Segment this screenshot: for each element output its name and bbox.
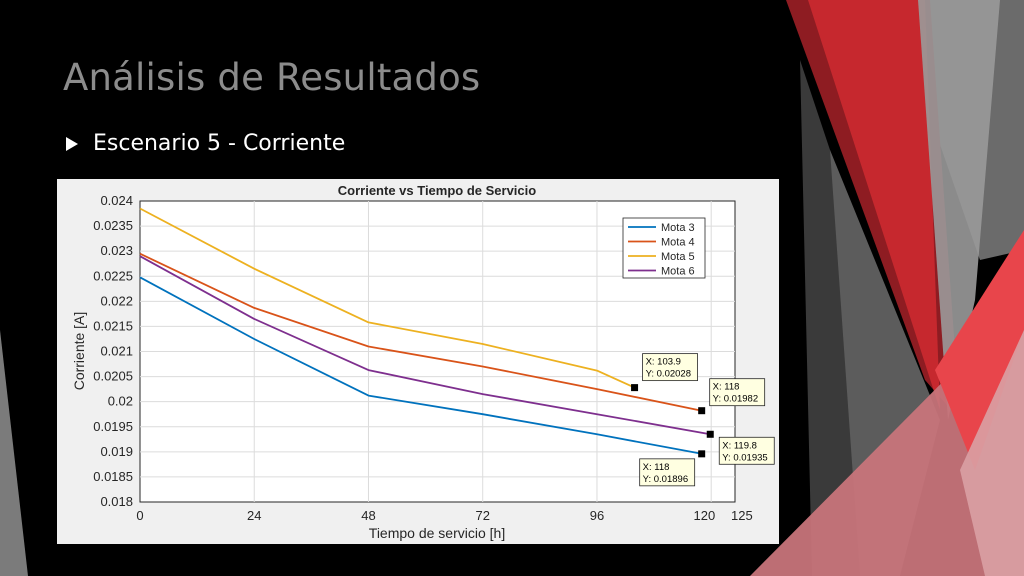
bullet-item: Escenario 5 - Corriente xyxy=(66,131,345,156)
x-tick-label: 125 xyxy=(731,508,753,523)
y-tick-label: 0.024 xyxy=(100,193,133,208)
y-tick-label: 0.023 xyxy=(100,243,133,258)
legend-entry: Mota 4 xyxy=(661,237,695,249)
series-lines xyxy=(139,207,711,455)
datatip-x-label: X: 103.9 xyxy=(646,357,681,368)
deco-red-band xyxy=(808,0,940,410)
datatip-x-label: X: 118 xyxy=(643,462,670,473)
y-tick-label: 0.02 xyxy=(108,394,133,409)
datatip-y-label: Y: 0.01896 xyxy=(643,474,688,485)
y-tick-label: 0.0235 xyxy=(93,218,133,233)
datatip-box xyxy=(639,458,696,487)
tick-labels: 0 24 48 72 96 120 125 0.018 0.0185 0.019 0.0195 0.0… xyxy=(93,193,752,523)
datatip-marker xyxy=(698,450,706,458)
datatip-y-label: Y: 0.01982 xyxy=(713,394,758,405)
datatip-x-label: X: 119.8 xyxy=(722,440,757,451)
x-tick-label: 72 xyxy=(475,508,489,523)
y-tick-label: 0.0185 xyxy=(93,469,133,484)
datatip-box xyxy=(709,378,766,407)
line-chart: 0 24 48 72 96 120 125 0.018 0.0185 0.019 0.0195 0.0… xyxy=(71,183,775,541)
datatip-box xyxy=(718,436,775,465)
legend-entry: Mota 6 xyxy=(661,266,695,278)
deco-bright-red-shard xyxy=(935,230,1024,470)
x-tick-label: 24 xyxy=(247,508,261,523)
y-tick-label: 0.019 xyxy=(100,444,133,459)
deco-gray-left-bottom xyxy=(0,330,28,576)
chart-figure: 0 24 48 72 96 120 125 0.018 0.0185 0.019 0.0195 0.0… xyxy=(57,179,779,544)
bullet-text: Escenario 5 - Corriente xyxy=(93,131,346,156)
series-line-mota-4 xyxy=(139,252,702,412)
datatip-marker xyxy=(706,430,714,438)
datatip-marker xyxy=(631,384,639,392)
y-tick-label: 0.018 xyxy=(100,494,133,509)
y-tick-label: 0.022 xyxy=(100,293,133,308)
y-tick-label: 0.0225 xyxy=(93,268,133,283)
y-axis-label: Corriente [A] xyxy=(71,312,87,391)
slide-title: Análisis de Resultados xyxy=(63,56,481,99)
y-tick-label: 0.0205 xyxy=(93,369,133,384)
triangle-right-icon xyxy=(66,136,78,151)
datatip-y-label: Y: 0.01935 xyxy=(722,452,767,463)
series-line-mota-6 xyxy=(139,255,711,436)
x-tick-label: 120 xyxy=(693,508,715,523)
y-tick-label: 0.021 xyxy=(100,344,133,359)
deco-light-pink-shard xyxy=(960,330,1024,576)
legend-box xyxy=(622,217,706,279)
grid xyxy=(140,201,735,502)
x-axis-label: Tiempo de servicio [h] xyxy=(369,525,505,541)
x-tick-label: 96 xyxy=(590,508,604,523)
deco-light-gray-shard xyxy=(918,0,1000,420)
datatip-box xyxy=(642,353,698,382)
y-tick-label: 0.0195 xyxy=(93,419,133,434)
chart-title: Corriente vs Tiempo de Servicio xyxy=(338,183,536,198)
x-tick-label: 0 xyxy=(136,508,143,523)
datatip-marker xyxy=(698,407,706,415)
legend-entry: Mota 3 xyxy=(661,222,695,234)
series-line-mota-3 xyxy=(139,276,702,455)
series-line-mota-5 xyxy=(139,207,635,389)
legend: Mota 3 Mota 4 Mota 5 Mota 6 xyxy=(622,217,706,279)
datatip-y-label: Y: 0.02028 xyxy=(646,369,691,380)
legend-entry: Mota 5 xyxy=(661,251,695,263)
datatip-x-label: X: 118 xyxy=(713,382,740,393)
x-tick-label: 48 xyxy=(361,508,375,523)
y-tick-label: 0.0215 xyxy=(93,318,133,333)
